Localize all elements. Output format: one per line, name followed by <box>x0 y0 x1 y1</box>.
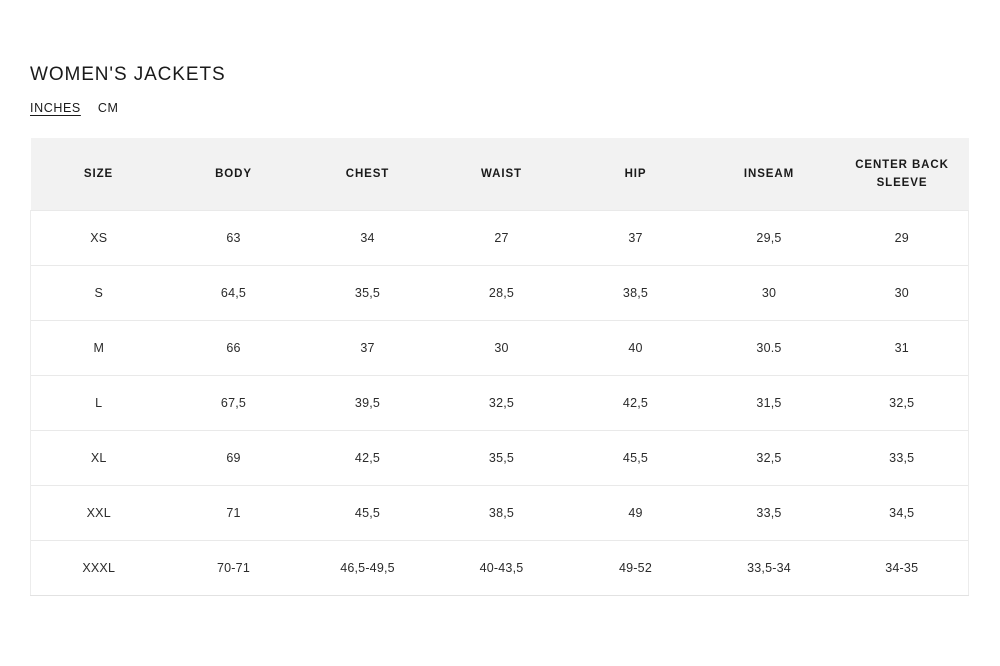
cell-hip: 37 <box>568 209 703 265</box>
column-header-chest: CHEST <box>345 167 390 180</box>
page-title: WOMEN'S JACKETS <box>30 64 226 85</box>
tab-cm[interactable]: CM <box>97 101 119 115</box>
unit-tabs: INCHES CM <box>30 100 118 116</box>
column-header-hip: HIP <box>624 167 647 180</box>
cell-inseam: 33,5 <box>702 484 836 540</box>
cell-size: S <box>30 264 167 320</box>
cell-inseam: 30 <box>702 264 836 320</box>
cell-size: L <box>30 374 167 430</box>
table-row: S 64,5 35,5 28,5 38,5 30 30 <box>30 264 969 320</box>
cell-hip: 49-52 <box>568 539 703 596</box>
cell-body: 70-71 <box>166 539 301 596</box>
cell-center-back-sleeve: 29 <box>835 209 969 265</box>
table-row: XXXL 70-71 46,5-49,5 40-43,5 49-52 33,5-… <box>30 539 969 596</box>
tab-inches[interactable]: INCHES <box>30 101 81 115</box>
table-header-row: SIZE BODY CHEST WAIST HIP INSEAM CENTER … <box>30 138 969 210</box>
cell-chest: 45,5 <box>300 484 435 540</box>
column-header-inseam: INSEAM <box>743 167 795 180</box>
cell-body: 63 <box>166 209 301 265</box>
table-row: XL 69 42,5 35,5 45,5 32,5 33,5 <box>30 429 969 485</box>
cell-center-back-sleeve: 31 <box>835 319 969 375</box>
cell-chest: 46,5-49,5 <box>300 539 435 596</box>
table-body: XS 63 34 27 37 29,5 29 S 64,5 35,5 28,5 … <box>30 209 969 596</box>
cell-waist: 30 <box>434 319 569 375</box>
cell-chest: 39,5 <box>300 374 435 430</box>
cell-chest: 34 <box>300 209 435 265</box>
size-table-container: SIZE BODY CHEST WAIST HIP INSEAM CENTER … <box>30 138 969 596</box>
table-row: XS 63 34 27 37 29,5 29 <box>30 209 969 265</box>
cell-waist: 32,5 <box>434 374 569 430</box>
cell-center-back-sleeve: 34-35 <box>835 539 969 596</box>
column-header-waist: WAIST <box>481 167 522 180</box>
column-header-size: SIZE <box>83 167 114 180</box>
cell-center-back-sleeve: 33,5 <box>835 429 969 485</box>
table-row: M 66 37 30 40 30.5 31 <box>30 319 969 375</box>
table-header: SIZE BODY CHEST WAIST HIP INSEAM CENTER … <box>30 138 969 210</box>
cell-body: 69 <box>166 429 301 485</box>
cell-inseam: 33,5-34 <box>702 539 836 596</box>
cell-body: 64,5 <box>166 264 301 320</box>
table-row: L 67,5 39,5 32,5 42,5 31,5 32,5 <box>30 374 969 430</box>
column-header-center-back-sleeve: CENTER BACK SLEEVE <box>855 158 949 189</box>
cell-inseam: 31,5 <box>702 374 836 430</box>
cell-body: 71 <box>166 484 301 540</box>
cell-inseam: 30.5 <box>702 319 836 375</box>
cell-size: XXXL <box>30 539 167 596</box>
cell-waist: 28,5 <box>434 264 569 320</box>
cell-hip: 42,5 <box>568 374 703 430</box>
cell-chest: 42,5 <box>300 429 435 485</box>
table-row: XXL 71 45,5 38,5 49 33,5 34,5 <box>30 484 969 540</box>
cell-waist: 35,5 <box>434 429 569 485</box>
cell-chest: 37 <box>300 319 435 375</box>
cell-waist: 27 <box>434 209 569 265</box>
cell-size: XL <box>30 429 167 485</box>
cell-hip: 45,5 <box>568 429 703 485</box>
cell-hip: 40 <box>568 319 703 375</box>
cell-inseam: 29,5 <box>702 209 836 265</box>
cell-waist: 38,5 <box>434 484 569 540</box>
cell-center-back-sleeve: 34,5 <box>835 484 969 540</box>
cell-size: M <box>30 319 167 375</box>
cell-inseam: 32,5 <box>702 429 836 485</box>
cell-size: XS <box>30 209 167 265</box>
cell-chest: 35,5 <box>300 264 435 320</box>
cell-body: 66 <box>166 319 301 375</box>
cell-center-back-sleeve: 30 <box>835 264 969 320</box>
cell-hip: 49 <box>568 484 703 540</box>
cell-body: 67,5 <box>166 374 301 430</box>
cell-size: XXL <box>30 484 167 540</box>
size-chart-table: SIZE BODY CHEST WAIST HIP INSEAM CENTER … <box>30 138 969 596</box>
cell-waist: 40-43,5 <box>434 539 569 596</box>
column-header-body: BODY <box>215 167 252 180</box>
cell-hip: 38,5 <box>568 264 703 320</box>
cell-center-back-sleeve: 32,5 <box>835 374 969 430</box>
